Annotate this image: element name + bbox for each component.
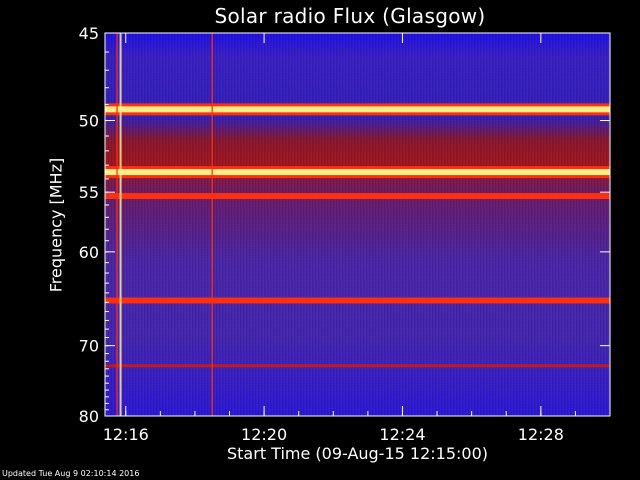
x-tick-label-0: 12:16 — [103, 425, 149, 444]
band-1 — [105, 169, 610, 176]
y-tick-label-2: 55 — [79, 183, 99, 202]
x-axis: 12:16 12:20 12:24 12:28 — [103, 33, 611, 444]
band-0 — [105, 106, 610, 113]
update-timestamp: Updated Tue Aug 9 02:10:14 2016 — [2, 469, 140, 478]
y-tick-label-4: 70 — [79, 337, 99, 356]
y-tick-label-1: 50 — [79, 112, 99, 131]
chart-title: Solar radio Flux (Glasgow) — [214, 4, 486, 28]
x-axis-label: Start Time (09-Aug-15 12:15:00) — [227, 444, 488, 463]
y-tick-label-0: 45 — [79, 24, 99, 43]
band-4 — [105, 364, 610, 368]
plot-area — [104, 32, 611, 417]
y-axis: 45 50 55 60 70 80 — [79, 24, 610, 426]
band-2 — [105, 193, 610, 200]
x-tick-label-3: 12:28 — [518, 425, 564, 444]
band-3 — [105, 297, 610, 304]
y-axis-label: Frequency [MHz] — [46, 157, 66, 293]
emission-bands — [105, 103, 610, 368]
spectrogram-texture — [105, 33, 610, 416]
burst-lines — [116, 33, 213, 416]
y-tick-label-3: 60 — [79, 243, 99, 262]
x-tick-label-1: 12:20 — [241, 425, 287, 444]
x-tick-label-2: 12:24 — [379, 425, 425, 444]
y-tick-label-5: 80 — [79, 407, 99, 426]
plot-frame — [104, 32, 611, 417]
